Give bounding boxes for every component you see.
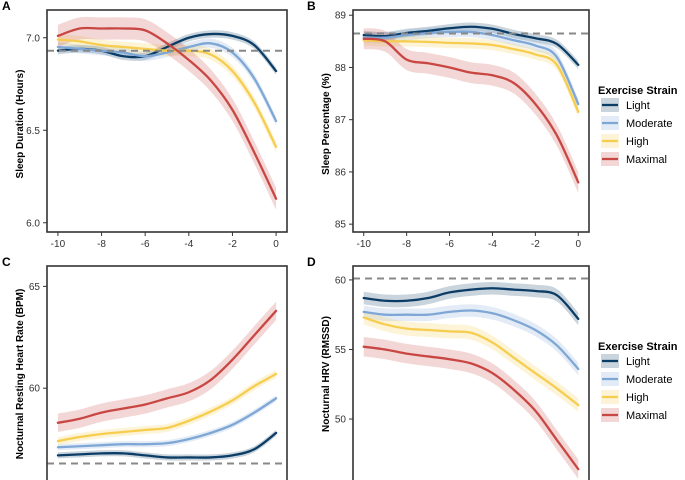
series-line-high [362, 316, 580, 407]
confidence-band-moderate [57, 38, 277, 126]
y-tick-label: 86 [335, 167, 347, 178]
x-tick-label: -6 [141, 239, 150, 250]
series-line-maximal [362, 345, 580, 471]
series-line-light [362, 25, 580, 66]
y-axis-title-b: Sleep Percentage (%) [321, 73, 332, 175]
x-tick-label: -10 [357, 239, 372, 250]
y-tick-label: 88 [335, 63, 347, 74]
plot-area [47, 301, 287, 465]
x-tick-label: -8 [402, 239, 411, 250]
panel-letter-c: C [2, 255, 11, 269]
plot-frame [46, 9, 288, 233]
confidence-band-moderate [363, 26, 579, 110]
y-tick-label: 7.0 [26, 33, 40, 44]
plot-area [353, 22, 589, 193]
legend-item-light: Light [601, 354, 650, 368]
legend-title: Exercise Strain [598, 85, 678, 97]
y-tick-label: 55 [335, 345, 347, 356]
confidence-band-moderate [57, 395, 277, 451]
y-tick-label: 85 [335, 220, 347, 231]
confidence-band-maximal [363, 28, 579, 193]
confidence-band-high [57, 34, 277, 153]
panel-d: D Nocturnal HRV (RMSSD) 50 55 60 [307, 255, 590, 480]
series-line-light [362, 287, 580, 321]
series-line-maximal [56, 309, 278, 424]
legend-item-light: Light [601, 98, 650, 112]
y-tick-label: 65 [29, 282, 41, 293]
y-tick-label: 60 [29, 384, 41, 395]
legend-label: Moderate [626, 374, 672, 386]
series-line-moderate [362, 309, 580, 371]
series-line-maximal [56, 26, 278, 200]
confidence-band-light [57, 30, 277, 75]
legend-label: Maximal [626, 410, 667, 422]
legend-top: Exercise Strain Light Moderate High Maximal [598, 85, 678, 166]
series-line-light [56, 431, 278, 459]
panel-letter-a: A [2, 0, 11, 13]
plot-frame [352, 265, 590, 480]
x-tick-label: 0 [273, 239, 279, 250]
legend-item-moderate: Moderate [601, 116, 672, 130]
panel-letter-d: D [307, 255, 316, 269]
legend-label: Maximal [626, 154, 667, 166]
y-tick-label: 6.5 [26, 126, 40, 137]
panel-b: B Sleep Percentage (%) 85 86 87 88 89 -10 -8 -6… [307, 0, 590, 250]
x-tick-label: -10 [51, 239, 66, 250]
plot-frame [46, 265, 288, 480]
confidence-band-high [363, 35, 579, 118]
y-tick-label: 89 [335, 11, 347, 22]
confidence-band-moderate [363, 304, 579, 376]
confidence-band-high [363, 310, 579, 413]
legend-bottom: Exercise Strain Light Moderate High Maximal [598, 341, 678, 422]
legend-label: Light [626, 356, 650, 368]
y-tick-label: 50 [335, 415, 347, 426]
legend-item-maximal: Maximal [601, 408, 667, 422]
legend-label: High [626, 392, 649, 404]
y-axis-title-a: Sleep Duration (Hours) [15, 70, 26, 179]
legend-item-moderate: Moderate [601, 372, 672, 386]
series-line-high [362, 39, 580, 114]
y-tick-label: 6.0 [26, 218, 40, 229]
x-tick-label: -8 [97, 239, 106, 250]
panel-a: A Sleep Duration (Hours) 6.0 6.5 7.0 -10 -8 -… [2, 0, 288, 250]
y-tick-label: 87 [335, 115, 347, 126]
legend-label: Moderate [626, 118, 672, 130]
series-line-maximal [362, 37, 580, 184]
legend-item-maximal: Maximal [601, 152, 667, 166]
legend-label: Light [626, 100, 650, 112]
y-axis-title-d: Nocturnal HRV (RMSSD) [321, 316, 332, 432]
x-tick-label: -2 [531, 239, 540, 250]
series-line-high [56, 372, 278, 443]
legend-item-high: High [601, 134, 649, 148]
legend-title: Exercise Strain [598, 341, 678, 353]
confidence-band-maximal [363, 336, 579, 479]
legend-item-high: High [601, 390, 649, 404]
series-line-moderate [56, 397, 278, 449]
plot-area [47, 16, 287, 210]
x-tick-label: -4 [184, 239, 193, 250]
plot-area [353, 277, 589, 479]
plot-frame [352, 9, 590, 233]
x-tick-label: -6 [445, 239, 454, 250]
legend-label: High [626, 136, 649, 148]
series-line-moderate [362, 30, 580, 106]
panel-letter-b: B [307, 0, 316, 13]
panel-c: C Nocturnal Resting Heart Rate (BPM) 60 6… [2, 255, 288, 480]
confidence-band-maximal [57, 301, 277, 432]
confidence-band-light [363, 282, 579, 326]
x-tick-label: -2 [228, 239, 237, 250]
x-tick-label: -4 [488, 239, 497, 250]
confidence-band-maximal [57, 16, 277, 210]
y-axis-title-c: Nocturnal Resting Heart Rate (BPM) [15, 289, 26, 460]
x-tick-label: 0 [575, 239, 581, 250]
y-tick-label: 60 [335, 275, 347, 286]
